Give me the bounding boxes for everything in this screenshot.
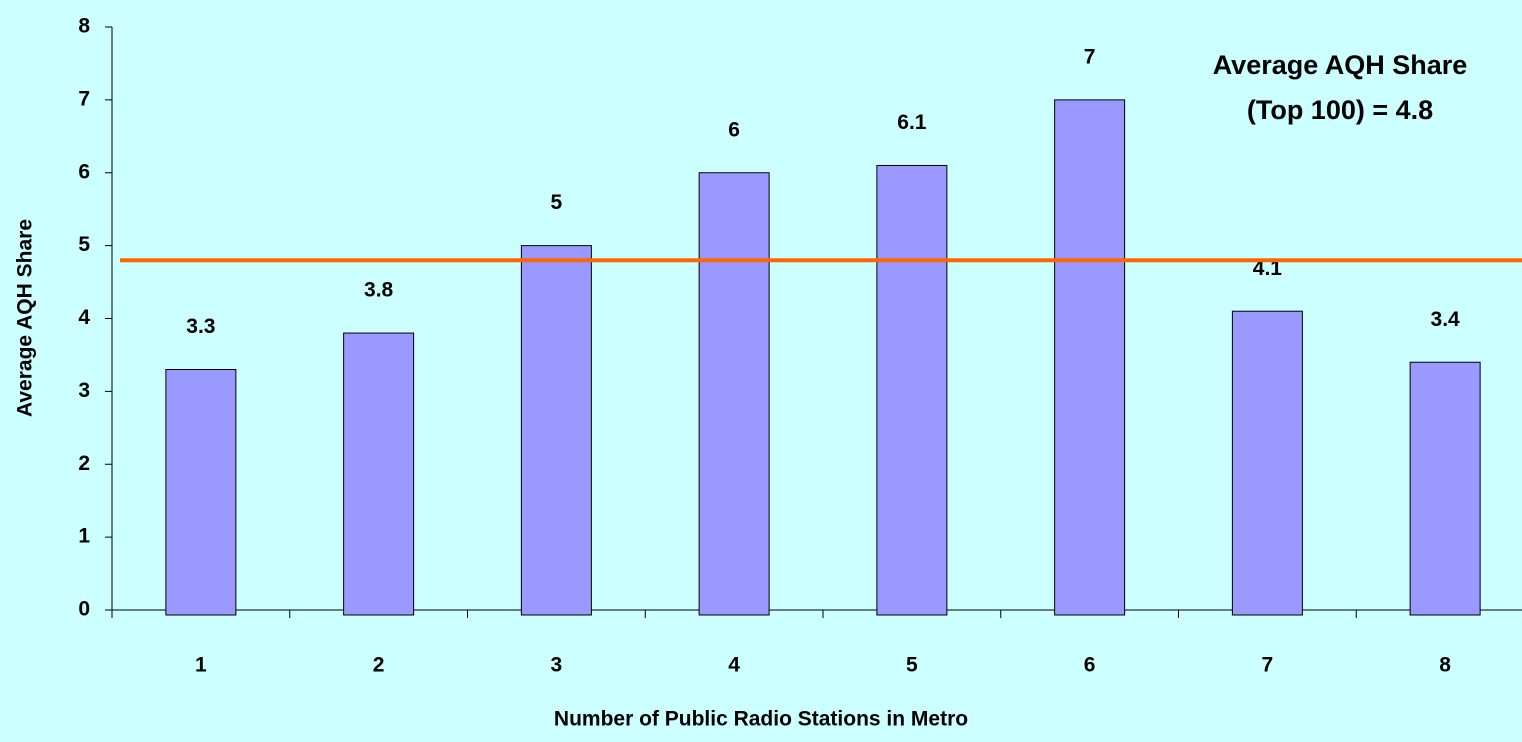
bar [1054, 99, 1126, 616]
bar [520, 245, 592, 616]
x-tick-label: 7 [1262, 654, 1274, 677]
annotation: Average AQH Share [1213, 50, 1468, 80]
x-tick-label: 1 [195, 654, 207, 677]
data-label: 6 [728, 118, 740, 141]
bar [698, 172, 770, 616]
annotation: (Top 100) = 4.8 [1247, 95, 1433, 125]
y-tick-label: 4 [78, 306, 90, 329]
bar [1409, 361, 1481, 616]
y-tick-label: 5 [78, 233, 90, 256]
data-label: 5 [551, 191, 563, 214]
y-tick-label: 8 [78, 15, 90, 38]
x-tick-label: 5 [906, 654, 918, 677]
data-label: 6.1 [897, 111, 927, 134]
x-tick-label: 4 [728, 654, 740, 677]
data-label: 3.8 [364, 279, 394, 302]
x-tick-label: 6 [1084, 654, 1096, 677]
bar [1231, 310, 1303, 616]
data-label: 3.3 [186, 315, 215, 338]
data-label: 3.4 [1431, 308, 1461, 331]
data-label: 7 [1084, 45, 1096, 68]
y-tick-label: 7 [78, 87, 90, 110]
x-axis-label: Number of Public Radio Stations in Metro [554, 708, 968, 731]
y-tick-label: 2 [78, 452, 90, 475]
y-tick-label: 6 [78, 160, 90, 183]
bar [876, 164, 948, 616]
x-tick-label: 8 [1439, 654, 1451, 677]
y-tick-label: 1 [78, 525, 90, 548]
data-label: 4.1 [1253, 257, 1283, 280]
y-tick-label: 0 [78, 598, 90, 621]
x-tick-label: 3 [551, 654, 563, 677]
y-tick-label: 3 [78, 379, 90, 402]
bar [343, 332, 415, 616]
y-axis-label: Average AQH Share [14, 219, 37, 417]
x-tick-label: 2 [373, 654, 385, 677]
bar [165, 369, 237, 616]
